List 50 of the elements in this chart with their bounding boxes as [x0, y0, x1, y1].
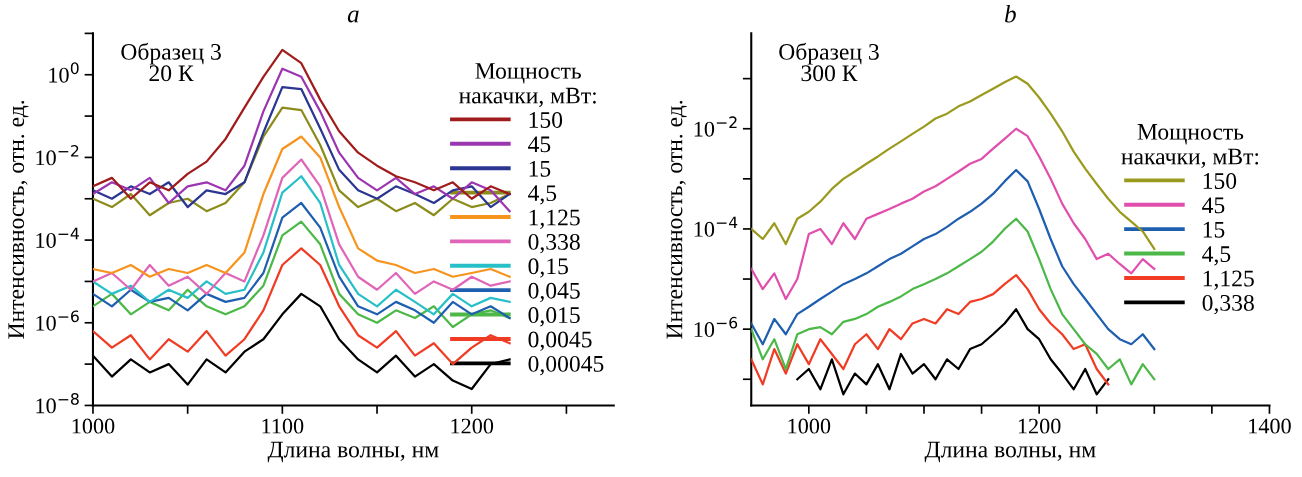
legend-label: 1,125	[1203, 270, 1254, 290]
x-tick-label: 1400	[1249, 418, 1291, 434]
y-tick-label: 10$^{−6}$	[36, 310, 79, 331]
x-tick-label: 1200	[451, 418, 494, 434]
legend-title: Мощность накачки, мВт:	[459, 63, 596, 107]
legend-label: 45	[528, 136, 551, 153]
annotation: Образец 3 300 К	[779, 42, 879, 82]
line-series	[751, 168, 1156, 351]
y-tick-label: 10$^{−4}$	[36, 227, 79, 248]
y-axis-title: Интенсивность, отн. ед.	[666, 100, 687, 339]
legend-label: 1,125	[529, 209, 580, 229]
y-tick-label: 10$^{−2}$	[36, 145, 79, 166]
y-tick-label: 10$^{−6}$	[694, 316, 738, 338]
legend-label: 15	[1203, 221, 1225, 238]
y-tick-label: 10$^{−8}$	[36, 393, 79, 414]
x-tick-label: 1000	[72, 418, 115, 434]
x-axis-title: Длина волны, нм	[267, 441, 439, 463]
y-tick-label: 10$^{0}$	[49, 62, 79, 83]
legend-label: 0,00045	[528, 355, 604, 376]
legend-label: 0,338	[528, 233, 580, 254]
line-series	[92, 158, 511, 295]
legend-label: 4,5	[528, 185, 557, 205]
line-series	[751, 217, 1156, 386]
legend-label: 0,0045	[528, 331, 592, 351]
line-series	[92, 135, 511, 278]
legend-label: 4,5	[1202, 246, 1231, 266]
line-series	[92, 247, 511, 366]
y-tick-label: 10$^{−2}$	[694, 116, 737, 137]
line-series	[751, 273, 1110, 386]
y-axis-title: Интенсивность, отн. ед.	[8, 100, 29, 339]
x-tick-label: 1100	[262, 418, 304, 434]
line-series	[796, 308, 1110, 396]
annotation: Образец 3 20 К	[121, 42, 221, 82]
x-tick-label: 1000	[788, 418, 831, 434]
legend-label: 0,045	[528, 282, 580, 303]
x-tick-label: 1200	[1018, 418, 1061, 434]
legend-label: 0,338	[1202, 294, 1254, 315]
y-tick-label: 10$^{−4}$	[694, 216, 738, 237]
legend-title: Мощность накачки, мВт:	[1121, 124, 1259, 168]
legend-label: 0,015	[528, 307, 580, 327]
legend-label: 150	[529, 111, 563, 128]
legend-label: 45	[1202, 197, 1225, 214]
chart-title: a	[347, 10, 359, 23]
x-axis-title: Длина волны, нм	[924, 441, 1096, 463]
legend-label: 0,15	[528, 258, 568, 278]
legend-label: 150	[1203, 172, 1237, 189]
line-series	[92, 201, 511, 324]
chart-title: b	[1005, 4, 1016, 23]
legend-label: 15	[529, 160, 551, 177]
line-series	[92, 175, 511, 316]
